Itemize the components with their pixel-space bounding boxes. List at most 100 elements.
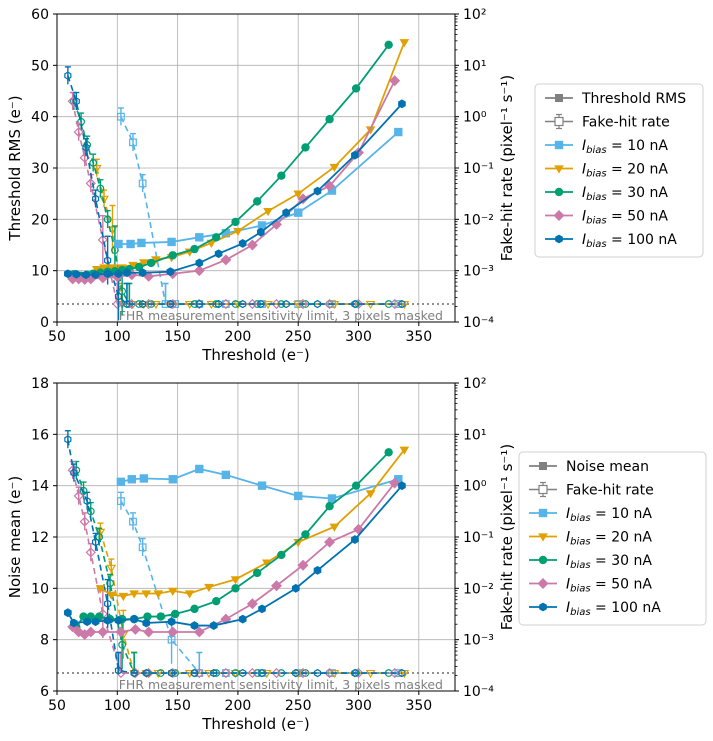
data-point <box>142 618 151 628</box>
data-point <box>297 193 309 205</box>
y-tick-label: 40 <box>31 110 49 126</box>
data-point <box>195 233 204 242</box>
data-point <box>257 227 265 237</box>
legend-label: Noise mean <box>566 459 649 475</box>
legend-label: Threshold RMS <box>581 91 686 107</box>
data-point <box>246 239 258 251</box>
legend-label-rest: = 20 nA <box>607 162 669 178</box>
data-point <box>129 590 140 599</box>
data-point <box>351 150 359 160</box>
legend-label-sub: bias <box>570 537 590 548</box>
fhr-point <box>398 299 406 309</box>
fhr-point <box>167 667 178 679</box>
fhr-point <box>64 435 72 444</box>
fhr-point <box>123 299 131 309</box>
data-point <box>170 609 180 619</box>
fhr-point <box>126 298 137 310</box>
x-axis-label: Threshold (e⁻) <box>201 346 310 364</box>
x-tick-label: 100 <box>104 329 131 345</box>
fhr-line-i100 <box>67 75 402 305</box>
legend-marker <box>553 210 565 221</box>
data-point <box>85 626 97 638</box>
y2-axis-label: Fake-hit rate (pixel⁻¹ s⁻¹) <box>498 444 516 630</box>
x-tick-label: 350 <box>405 698 432 714</box>
legend-entry: Ibias = 100 nA <box>529 600 661 618</box>
fhr-point <box>220 298 231 310</box>
data-point <box>384 448 393 457</box>
y2-tick-label: 10² <box>463 376 486 392</box>
legend-label: Ibias = 100 nA <box>582 232 677 250</box>
data-point <box>190 621 199 630</box>
y2-tick-label: 10⁻² <box>463 212 494 228</box>
fhr-point <box>67 465 78 476</box>
x-tick-label: 250 <box>285 698 312 714</box>
y-tick-label: 8 <box>40 633 49 649</box>
fhr-series-i20 <box>91 158 410 310</box>
legend-label-main: I <box>566 553 570 569</box>
legend-label-rest: = 30 nA <box>591 553 653 569</box>
x-tick-label: 200 <box>225 329 252 345</box>
y2-tick-label: 10⁻³ <box>463 264 494 280</box>
x-tick-label: 50 <box>48 698 66 714</box>
legend-label: Ibias = 20 nA <box>566 530 652 548</box>
fhr-point <box>91 194 100 203</box>
fhr-point <box>106 564 117 573</box>
legend-marker <box>537 578 549 589</box>
data-point <box>103 269 112 279</box>
data-point <box>324 536 336 548</box>
fhr-point <box>167 635 176 644</box>
fhr-point <box>195 299 203 309</box>
data-point <box>277 550 286 560</box>
data-point <box>221 228 231 238</box>
fhr-point <box>142 668 150 678</box>
data-point <box>99 264 109 273</box>
fhr-point <box>117 497 125 505</box>
legend-label-main: I <box>566 530 570 546</box>
legend-label-rest: = 30 nA <box>607 185 669 201</box>
fhr-series-i10 <box>117 107 403 308</box>
fhr-point <box>86 507 95 516</box>
legend-label-sub: bias <box>586 239 606 250</box>
y2-tick-label: 10⁻² <box>463 581 494 597</box>
data-point <box>190 604 199 614</box>
data-point <box>365 490 376 499</box>
data-point <box>230 576 241 585</box>
fhr-point <box>313 668 322 678</box>
fhr-point <box>271 298 282 310</box>
data-point <box>114 616 123 625</box>
fhr-point <box>130 667 141 679</box>
data-point <box>238 239 247 248</box>
data-point <box>253 568 262 578</box>
data-point <box>238 614 247 624</box>
legend-label-main: I <box>566 600 570 616</box>
data-point <box>146 258 156 268</box>
fhr-point <box>257 299 265 309</box>
data-point <box>103 616 112 625</box>
data-point <box>398 99 406 109</box>
fhr-point <box>190 668 199 678</box>
data-point <box>214 249 223 259</box>
data-point <box>70 618 78 628</box>
fhr-point <box>271 667 282 679</box>
data-point <box>129 623 141 635</box>
x-tick-label: 250 <box>285 329 312 345</box>
y-tick-label: 14 <box>31 479 49 495</box>
data-point <box>190 244 199 254</box>
data-point <box>313 565 322 575</box>
fhr-point <box>85 547 96 558</box>
series-i100 <box>64 99 406 280</box>
fhr-point <box>194 667 205 679</box>
data-point <box>139 259 149 268</box>
data-point <box>253 197 262 206</box>
data-point <box>116 477 126 487</box>
data-point <box>220 254 232 266</box>
data-point <box>384 40 393 49</box>
legend-entry: Ibias = 10 nA <box>529 506 652 524</box>
data-point <box>138 268 147 278</box>
legend-entry: Ibias = 50 nA <box>545 209 668 227</box>
data-point <box>399 446 410 455</box>
data-point <box>257 221 267 230</box>
fhr-point <box>389 667 400 679</box>
x-tick-label: 350 <box>405 329 432 345</box>
y2-tick-label: 10⁻¹ <box>463 161 494 177</box>
